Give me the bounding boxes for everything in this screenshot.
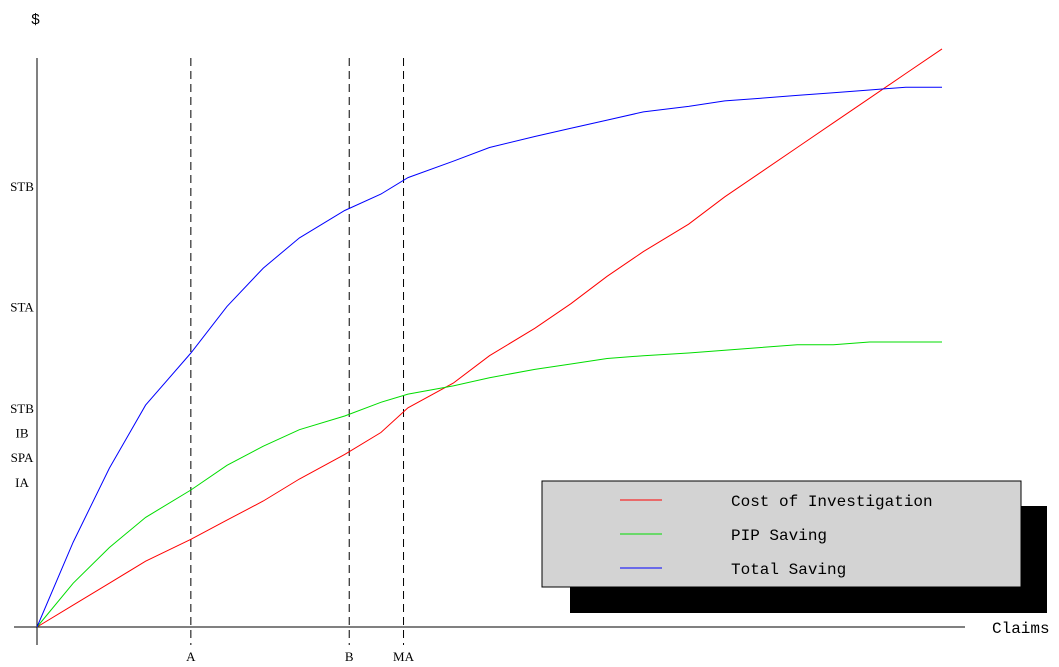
legend-label-total-saving: Total Saving — [731, 561, 846, 579]
y-tick-label-stb: STB — [10, 401, 34, 416]
x-axis-label: Claims — [992, 620, 1050, 638]
series-line-cost-of-investigation — [36, 48, 943, 628]
x-marker-label-a: A — [186, 649, 196, 664]
y-tick-label-ia: IA — [15, 475, 29, 490]
series-lines — [36, 48, 943, 628]
x-marker-label-ma: MA — [393, 649, 415, 664]
series-line-total-saving — [36, 86, 942, 628]
y-tick-label-stb: STB — [10, 179, 34, 194]
series-line-pip-saving — [36, 341, 942, 628]
y-markers: STB STA STB IB SPA IA — [10, 179, 34, 490]
x-markers: A B MA — [186, 58, 415, 664]
y-tick-label-spa: SPA — [11, 450, 34, 465]
legend: Cost of Investigation PIP Saving Total Sav… — [541, 480, 1047, 613]
y-tick-label-sta: STA — [10, 299, 34, 314]
y-axis-label: $ — [31, 12, 40, 29]
y-tick-label-ib: IB — [16, 425, 29, 440]
x-marker-label-b: B — [345, 649, 354, 664]
legend-box — [541, 480, 1022, 588]
legend-label-cost-of-investigation: Cost of Investigation — [731, 493, 933, 511]
legend-label-pip-saving: PIP Saving — [731, 527, 827, 545]
